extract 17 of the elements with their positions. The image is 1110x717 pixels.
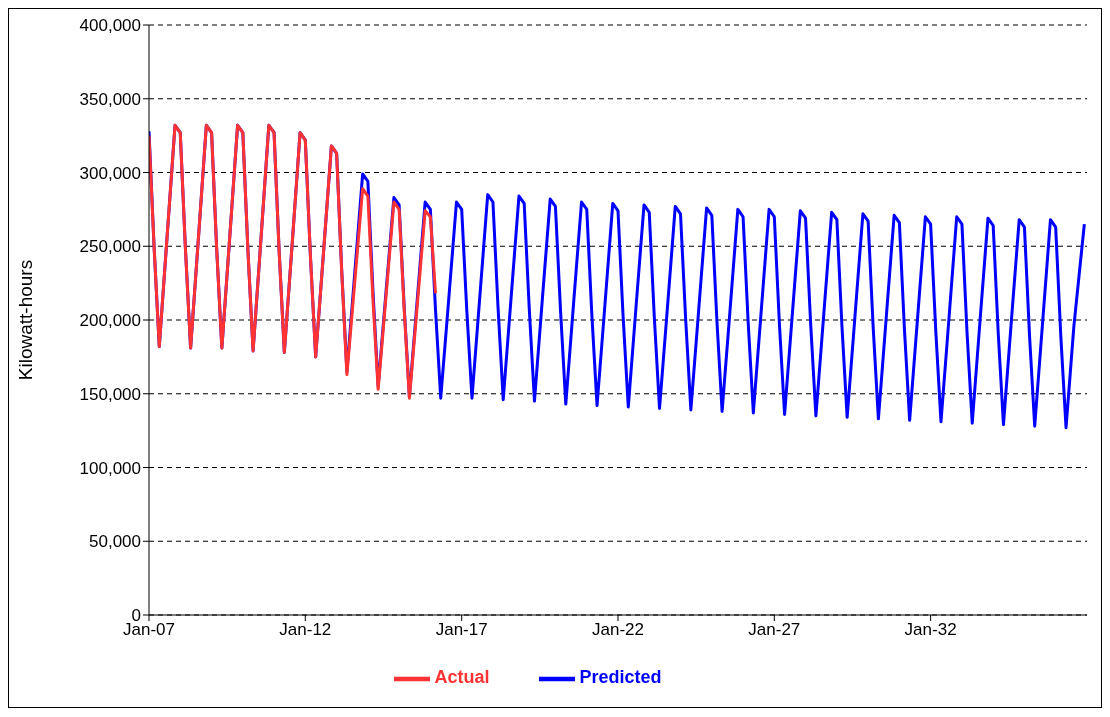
y-tick-label: 400,000 <box>79 16 141 36</box>
y-tick-label: 150,000 <box>79 384 141 404</box>
y-axis-title: Kilowatt-hours <box>14 259 36 381</box>
y-tick-label: 50,000 <box>89 532 141 552</box>
legend-label: Predicted <box>579 667 662 688</box>
x-tick-label: Jan-12 <box>279 620 332 640</box>
x-tick-label: Jan-17 <box>435 620 488 640</box>
y-tick-label: 250,000 <box>79 237 141 257</box>
y-tick-label: 350,000 <box>79 89 141 109</box>
legend-label: Actual <box>434 667 490 688</box>
x-tick-label: Jan-32 <box>904 620 957 640</box>
y-tick-label: 100,000 <box>79 458 141 478</box>
y-tick-label: 300,000 <box>79 163 141 183</box>
line-series <box>149 123 437 400</box>
x-tick-label: Jan-22 <box>592 620 644 640</box>
y-tick-label: 200,000 <box>79 311 141 331</box>
x-tick-label: Jan-27 <box>748 620 801 640</box>
